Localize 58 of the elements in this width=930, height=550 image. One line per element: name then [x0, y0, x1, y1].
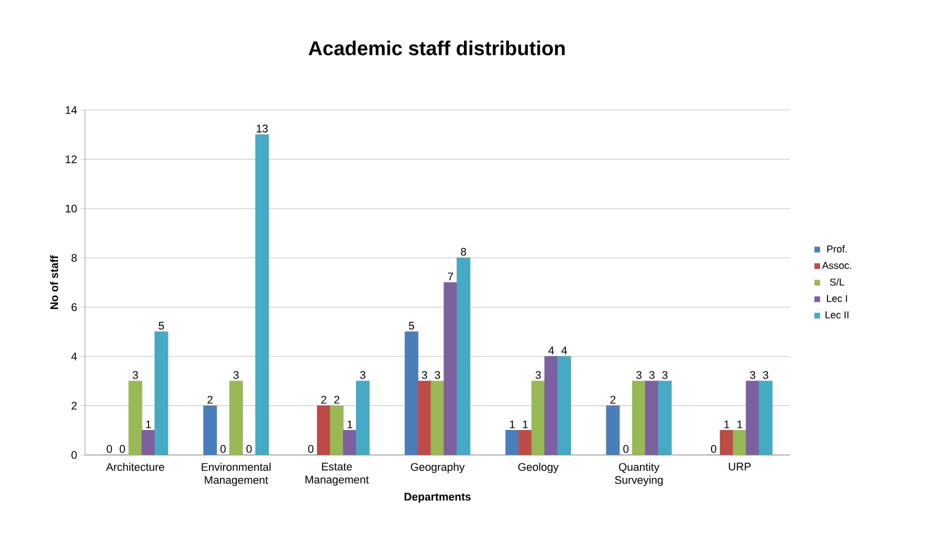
chart-title: Academic staff distribution — [308, 40, 565, 56]
data-label: 3 — [422, 371, 428, 379]
data-label: 1 — [348, 420, 352, 428]
x-tick-label: Quantity Surveying — [614, 462, 663, 486]
y-axis-title: No of staff — [50, 255, 58, 309]
data-label: 3 — [636, 371, 642, 379]
data-label: 8 — [460, 248, 466, 256]
data-label: 0 — [623, 445, 629, 453]
legend-label: S/L — [830, 278, 844, 286]
data-label: 1 — [146, 420, 151, 428]
data-label: 2 — [610, 396, 616, 404]
data-label: 3 — [763, 371, 768, 379]
data-label: 2 — [208, 396, 213, 404]
data-label: 3 — [233, 371, 239, 379]
legend-label: Prof. — [827, 245, 847, 253]
y-tick-label: 4 — [71, 352, 77, 360]
x-axis-title: Departments — [404, 492, 471, 503]
data-label: 3 — [649, 371, 655, 379]
data-label: 2 — [334, 396, 340, 404]
data-label: 5 — [158, 322, 164, 330]
x-tick-label: Geology — [518, 462, 559, 474]
data-label: 1 — [724, 420, 730, 428]
data-label: 0 — [308, 445, 314, 453]
data-label: 4 — [548, 346, 554, 354]
y-tick-label: 8 — [72, 254, 77, 262]
data-label: 3 — [434, 371, 440, 379]
y-tick-label: 2 — [72, 402, 77, 410]
data-label: 3 — [360, 371, 366, 379]
legend-label: Lec II — [826, 311, 848, 318]
data-label: 3 — [662, 371, 668, 379]
x-tick-label: Geography — [410, 462, 465, 474]
y-tick-label: 12 — [66, 155, 77, 164]
data-label: 1 — [510, 420, 515, 428]
data-label: 3 — [536, 371, 541, 379]
data-label: 2 — [321, 396, 326, 404]
data-label: 0 — [120, 445, 125, 453]
y-tick-label: 10 — [66, 204, 77, 212]
y-tick-label: 0 — [72, 451, 77, 459]
data-label: 0 — [106, 445, 112, 453]
data-label: 4 — [561, 346, 567, 354]
legend-label: Assoc. — [822, 262, 852, 269]
data-label: 0 — [711, 445, 716, 453]
data-label: 1 — [737, 420, 742, 428]
data-label: 1 — [522, 420, 528, 428]
legend-label: Lec I — [827, 295, 847, 302]
data-label: 3 — [132, 371, 138, 379]
data-label: 3 — [750, 371, 756, 379]
x-tick-label: Estate Management — [306, 462, 369, 486]
x-tick-label: Environmental Management — [202, 462, 270, 486]
x-tick-label: Architecture — [106, 462, 164, 471]
data-label: 0 — [220, 445, 226, 453]
data-label: 7 — [448, 272, 454, 280]
x-tick-label: URP — [728, 462, 751, 470]
y-tick-label: 14 — [66, 106, 77, 114]
y-tick-label: 6 — [72, 303, 77, 312]
data-label: 0 — [246, 445, 252, 453]
data-label: 5 — [408, 322, 414, 330]
data-label: 13 — [256, 124, 268, 132]
